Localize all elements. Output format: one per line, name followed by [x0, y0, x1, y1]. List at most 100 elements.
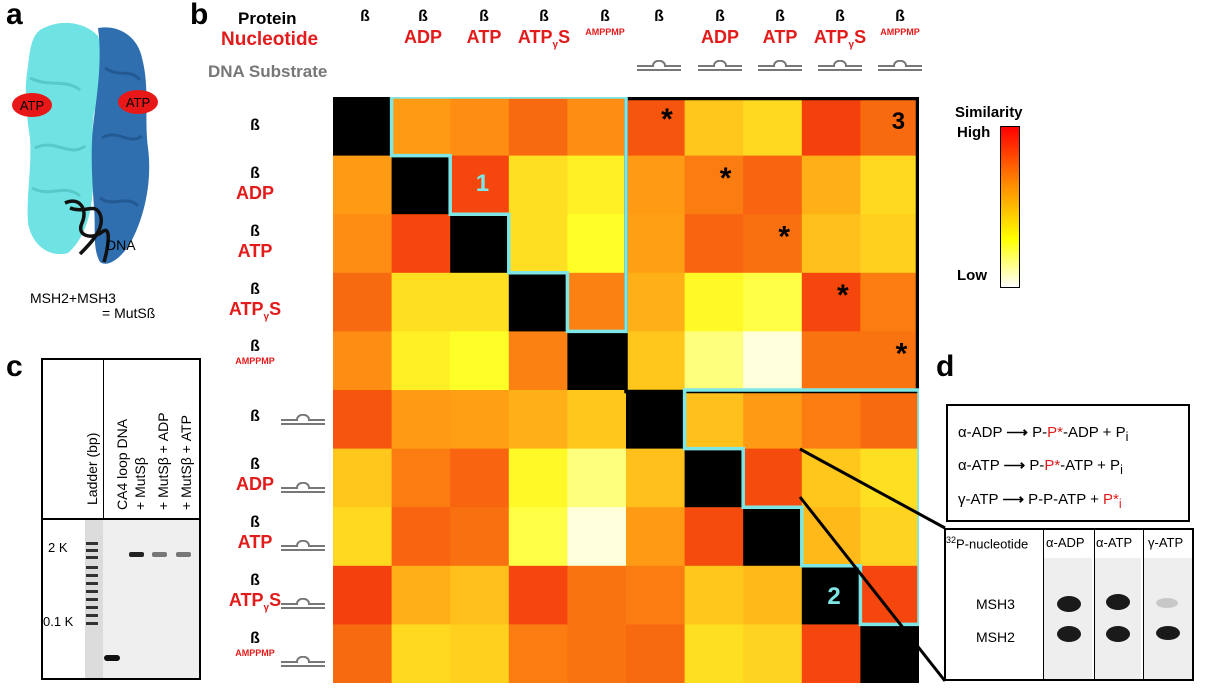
ladder-band — [86, 606, 98, 609]
similarity-heatmap: * * * * * 1 2 3 — [333, 97, 919, 683]
heatmap-cell — [508, 155, 568, 215]
heatmap-cell — [684, 448, 744, 508]
heatmap-cell — [567, 331, 627, 391]
legend-high: High — [957, 124, 991, 141]
protein-label: ß — [250, 408, 260, 425]
atp-label-right: ATP — [126, 95, 150, 110]
heatmap-cell — [743, 272, 803, 332]
band-msh2-alpha-adp — [1057, 626, 1081, 642]
heatmap-cell — [333, 214, 393, 274]
heatmap-cell — [684, 507, 744, 567]
heatmap-cell — [801, 565, 861, 625]
reaction-product-tail: -ATP + P — [1060, 457, 1121, 474]
column-header: ß ATPγS — [514, 8, 574, 51]
legend-colorbar — [1000, 126, 1020, 288]
heatmap-cell — [743, 448, 803, 508]
blot-lane-alpha-adp — [1044, 558, 1092, 679]
protein-label: ß — [539, 8, 549, 25]
column-header: ß ADP — [393, 8, 453, 48]
header-dna-substrate: DNA Substrate — [208, 62, 328, 81]
panel-letter-b: b — [190, 0, 209, 31]
dna-strand — [64, 199, 110, 263]
nucleotide-label: AMPPMP — [585, 27, 625, 37]
heatmap-cell — [450, 448, 510, 508]
row-header: ß ADP — [215, 165, 295, 204]
significance-star-icon: * — [720, 162, 732, 195]
dna-loop-icon — [878, 60, 922, 71]
ladder-band — [86, 582, 98, 585]
ladder-band — [86, 566, 98, 569]
heatmap-cell — [333, 624, 393, 683]
heatmap-cell — [450, 214, 510, 274]
heatmap-cell — [860, 331, 919, 391]
heatmap-cell — [801, 390, 861, 450]
protein-label: ß — [360, 8, 370, 25]
dna-loop-icon — [758, 60, 802, 71]
heatmap-cell — [743, 507, 803, 567]
significance-star-icon: * — [837, 279, 849, 312]
heatmap-cell — [450, 390, 510, 450]
heatmap-cell — [333, 155, 393, 215]
heatmap-cell — [508, 331, 568, 391]
heatmap-cell — [626, 565, 686, 625]
heatmap-cell — [567, 272, 627, 332]
band-msh3-alpha-adp — [1057, 596, 1081, 612]
heatmap-cell — [391, 565, 451, 625]
heatmap-cell — [626, 272, 686, 332]
heatmap-cell — [333, 507, 393, 567]
protein-label: ß — [895, 8, 905, 25]
header-protein: Protein — [238, 9, 297, 28]
ladder-band — [86, 556, 98, 559]
row-header: ß — [215, 117, 295, 135]
dna-loop-icon — [818, 60, 862, 71]
protein-label: ß — [479, 8, 489, 25]
heatmap-cell — [567, 390, 627, 450]
heatmap-cell — [626, 97, 686, 157]
heatmap-cell — [684, 624, 744, 683]
protein-label: ß — [250, 572, 260, 589]
ladder-band — [86, 590, 98, 593]
heatmap-cell — [684, 155, 744, 215]
heatmap-cell — [508, 272, 568, 332]
heatmap-cell — [567, 565, 627, 625]
panel-letter-d: d — [936, 350, 955, 383]
heatmap-cell — [626, 214, 686, 274]
reaction-box — [946, 404, 1190, 522]
row-header: ß AMPPMP — [215, 338, 295, 366]
reaction-alpha-adp: α-ADP ⟶ P-P*-ADP + Pi — [958, 423, 1128, 444]
band-msh3-gamma-atp — [1156, 598, 1178, 608]
reaction-subscript: i — [1120, 463, 1123, 477]
protein-label: ß — [250, 338, 260, 355]
legend-low: Low — [957, 267, 987, 284]
nucleotide-label: AMPPMP — [880, 27, 920, 37]
heatmap-cell — [450, 97, 510, 157]
box-3-label: 3 — [892, 108, 905, 135]
dna-label: DNA — [106, 237, 136, 253]
heatmap-cell — [684, 331, 744, 391]
heatmap-cell — [391, 214, 451, 274]
heatmap-cell — [626, 155, 686, 215]
dna-loop-icon — [281, 656, 325, 667]
heatmap-cell — [450, 565, 510, 625]
row-header: ß — [215, 408, 295, 426]
band-msh2-gamma-atp — [1156, 626, 1180, 640]
heatmap-cell — [743, 565, 803, 625]
dna-loop-icon — [637, 60, 681, 71]
row-header: ß AMPPMP — [215, 630, 295, 658]
heatmap-cell — [391, 331, 451, 391]
ladder-band — [86, 542, 98, 545]
heatmap-cell — [567, 624, 627, 683]
heatmap-cell — [567, 448, 627, 508]
reaction-subscript: i — [1118, 497, 1122, 511]
reaction-alpha-atp: α-ATP ⟶ P-P*-ATP + Pi — [958, 456, 1123, 477]
heatmap-cell — [391, 507, 451, 567]
nucleotide-label: ATPγS — [228, 299, 282, 323]
significance-star-icon: * — [778, 220, 790, 253]
nucleotide-label: AMPPMP — [235, 648, 275, 658]
heatmap-cell — [508, 97, 568, 157]
heatmap-cell — [743, 97, 803, 157]
heatmap-cell — [333, 390, 393, 450]
row-header: ß ATPγS — [215, 281, 295, 323]
ladder-band — [86, 574, 98, 577]
heatmap-cell — [801, 624, 861, 683]
